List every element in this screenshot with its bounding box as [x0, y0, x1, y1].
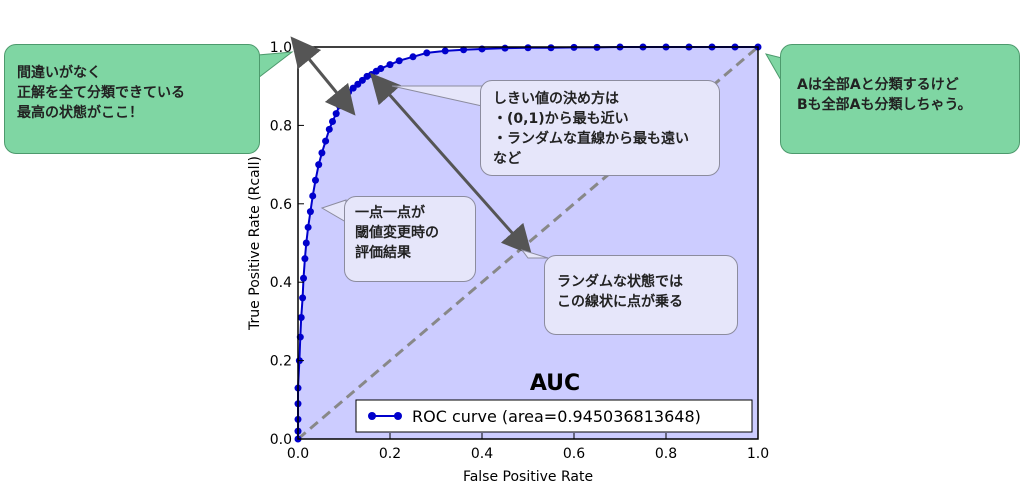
roc-point: [315, 161, 323, 169]
roc-point: [318, 149, 326, 157]
callout-best-state: 間違いがなく 正解を全て分類できている 最高の状態がここ！: [4, 44, 260, 154]
roc-point: [501, 44, 509, 52]
legend: ROC curve (area=0.945036813648): [355, 399, 753, 433]
callout-random-line: ランダムな状態では この線状に点が乗る: [544, 255, 738, 335]
y-axis-label: True Positive Rate (Rcall): [247, 156, 263, 331]
roc-point: [297, 313, 305, 321]
callout-pointer-best: [257, 51, 294, 80]
y-tick-label: 0.2: [270, 354, 292, 370]
roc-point: [329, 117, 336, 125]
roc-point: [524, 44, 532, 52]
callout-pointer-random: [520, 249, 549, 259]
x-tick-label: 0.4: [471, 446, 493, 462]
roc-point: [547, 44, 555, 52]
roc-point: [423, 49, 431, 57]
callout-each-point: 一点一点が 閾値変更時の 評価結果: [344, 196, 476, 282]
roc-point: [358, 76, 366, 84]
roc-point: [409, 53, 417, 61]
roc-point: [460, 46, 468, 54]
x-tick-label: 0.6: [563, 446, 585, 462]
legend-marker: [394, 412, 402, 420]
roc-point: [332, 110, 340, 118]
y-tick-label: 0.8: [270, 118, 292, 134]
x-tick-label: 0.8: [655, 446, 677, 462]
roc-point: [335, 102, 343, 110]
y-tick-label: 0.4: [270, 275, 292, 291]
roc-point: [300, 274, 308, 282]
callout-threshold: しきい値の決め方は ・(0,1)から最も近い ・ランダムな直線から最も遠い など: [480, 80, 720, 176]
roc-point: [304, 223, 312, 231]
roc-point: [395, 57, 403, 65]
legend-marker: [368, 412, 376, 420]
legend-box: [355, 399, 753, 433]
roc-point: [354, 80, 362, 88]
roc-point: [325, 125, 333, 133]
chart-title-auc: AUC: [530, 371, 580, 396]
roc-point: [441, 47, 449, 55]
arrow-curve-to-diagonal: [370, 72, 532, 256]
roc-point: [309, 192, 317, 200]
callout-all-a: Aは全部Aと分類するけど Bも全部Aも分類しちゃう。: [780, 44, 1020, 154]
roc-point: [311, 176, 319, 184]
roc-point: [299, 294, 307, 302]
plot-frame: [297, 46, 759, 440]
x-tick-label: 0.2: [379, 446, 401, 462]
legend-label: ROC curve (area=0.945036813648): [412, 407, 701, 426]
roc-point: [302, 239, 310, 247]
roc-point: [301, 255, 309, 263]
x-tick-label: 1.0: [747, 446, 769, 462]
y-tick-label: 0.0: [270, 432, 292, 448]
x-tick-label: 0.0: [287, 446, 309, 462]
roc-point: [377, 65, 385, 73]
y-tick-label: 0.6: [270, 197, 292, 213]
arrow-best-to-curve: [290, 36, 356, 116]
roc-point: [322, 137, 330, 145]
roc-point: [306, 208, 314, 216]
roc-point: [386, 61, 394, 69]
x-axis-label: False Positive Rate: [463, 469, 593, 485]
